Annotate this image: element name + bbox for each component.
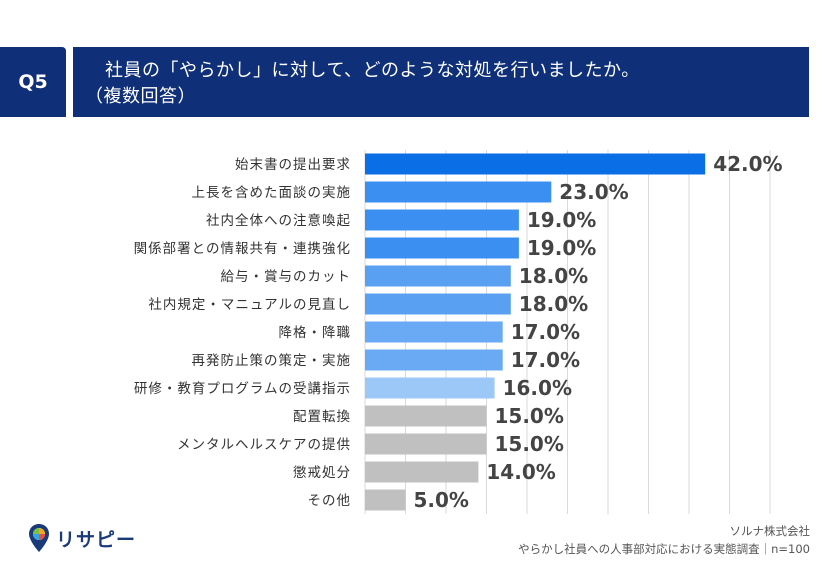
value-label: 23.0% [559, 180, 628, 204]
category-label: 再発防止策の策定・実施 [192, 352, 352, 369]
question-text: 社員の「やらかし」に対して、どのような対処を行いましたか。 [105, 60, 640, 81]
category-label: 社内規定・マニュアルの見直し [148, 297, 351, 313]
pin-logo-icon [29, 524, 49, 552]
question-note: （複数回答） [85, 86, 196, 107]
question-header: Q5 社員の「やらかし」に対して、どのような対処を行いましたか。 （複数回答） [0, 0, 840, 130]
logo-text: リサピー [56, 528, 137, 551]
bar [365, 405, 487, 427]
bar [365, 237, 519, 259]
value-label: 17.0% [511, 320, 580, 344]
question-text-box: 社員の「やらかし」に対して、どのような対処を行いましたか。 （複数回答） [73, 47, 809, 117]
category-label: 降格・降職 [279, 325, 352, 341]
value-label: 42.0% [713, 152, 782, 176]
value-label: 18.0% [519, 292, 588, 316]
value-label: 5.0% [414, 488, 469, 512]
logo: リサピー [28, 520, 136, 556]
bar [365, 181, 552, 203]
bar [365, 461, 479, 483]
bar [365, 293, 511, 315]
value-label: 17.0% [511, 348, 580, 372]
source-survey: やらかし社員への人事部対応における実態調査｜n=100 [518, 542, 810, 556]
value-label: 16.0% [503, 376, 572, 400]
bar [365, 153, 706, 175]
bar [365, 349, 503, 371]
bar [365, 321, 503, 343]
source-note: ソルナ株式会社 やらかし社員への人事部対応における実態調査｜n=100 [518, 522, 810, 558]
bar [365, 489, 406, 511]
value-label: 15.0% [495, 432, 564, 456]
value-label: 19.0% [527, 236, 596, 260]
bar [365, 265, 511, 287]
bar [365, 209, 519, 231]
bar [365, 377, 495, 399]
source-company: ソルナ株式会社 [729, 524, 811, 538]
value-label: 15.0% [495, 404, 564, 428]
category-label: 研修・教育プログラムの受講指示 [134, 381, 351, 397]
category-label: 始末書の提出要求 [235, 157, 351, 173]
category-label: その他 [308, 493, 352, 509]
bar [365, 433, 487, 455]
category-label: 給与・賞与のカット [221, 269, 352, 285]
category-label: 社内全体への注意喚起 [206, 212, 351, 229]
value-label: 14.0% [486, 460, 555, 484]
category-label: 懲戒処分 [293, 465, 351, 481]
value-label: 18.0% [519, 264, 588, 288]
category-label: 関係部署との情報共有・連携強化 [134, 241, 351, 257]
category-label: 上長を含めた面談の実施 [192, 185, 352, 201]
value-label: 19.0% [527, 208, 596, 232]
category-label: 配置転換 [293, 409, 351, 425]
category-label: メンタルヘルスケアの提供 [177, 437, 351, 453]
question-number-badge: Q5 [0, 47, 66, 117]
